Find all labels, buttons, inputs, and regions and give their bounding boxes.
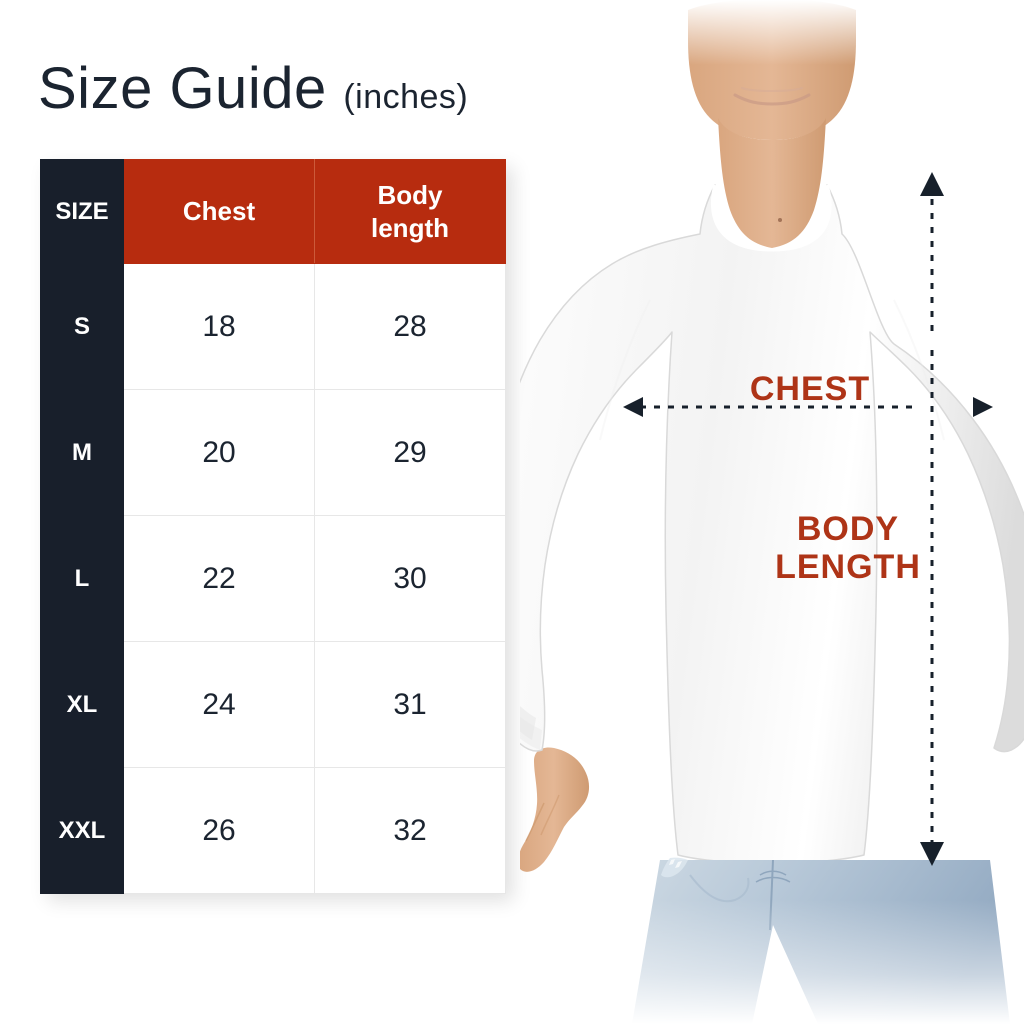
- svg-text:BODY: BODY: [797, 510, 899, 548]
- svg-text:CHEST: CHEST: [750, 370, 870, 408]
- svg-text:LENGTH: LENGTH: [775, 548, 921, 586]
